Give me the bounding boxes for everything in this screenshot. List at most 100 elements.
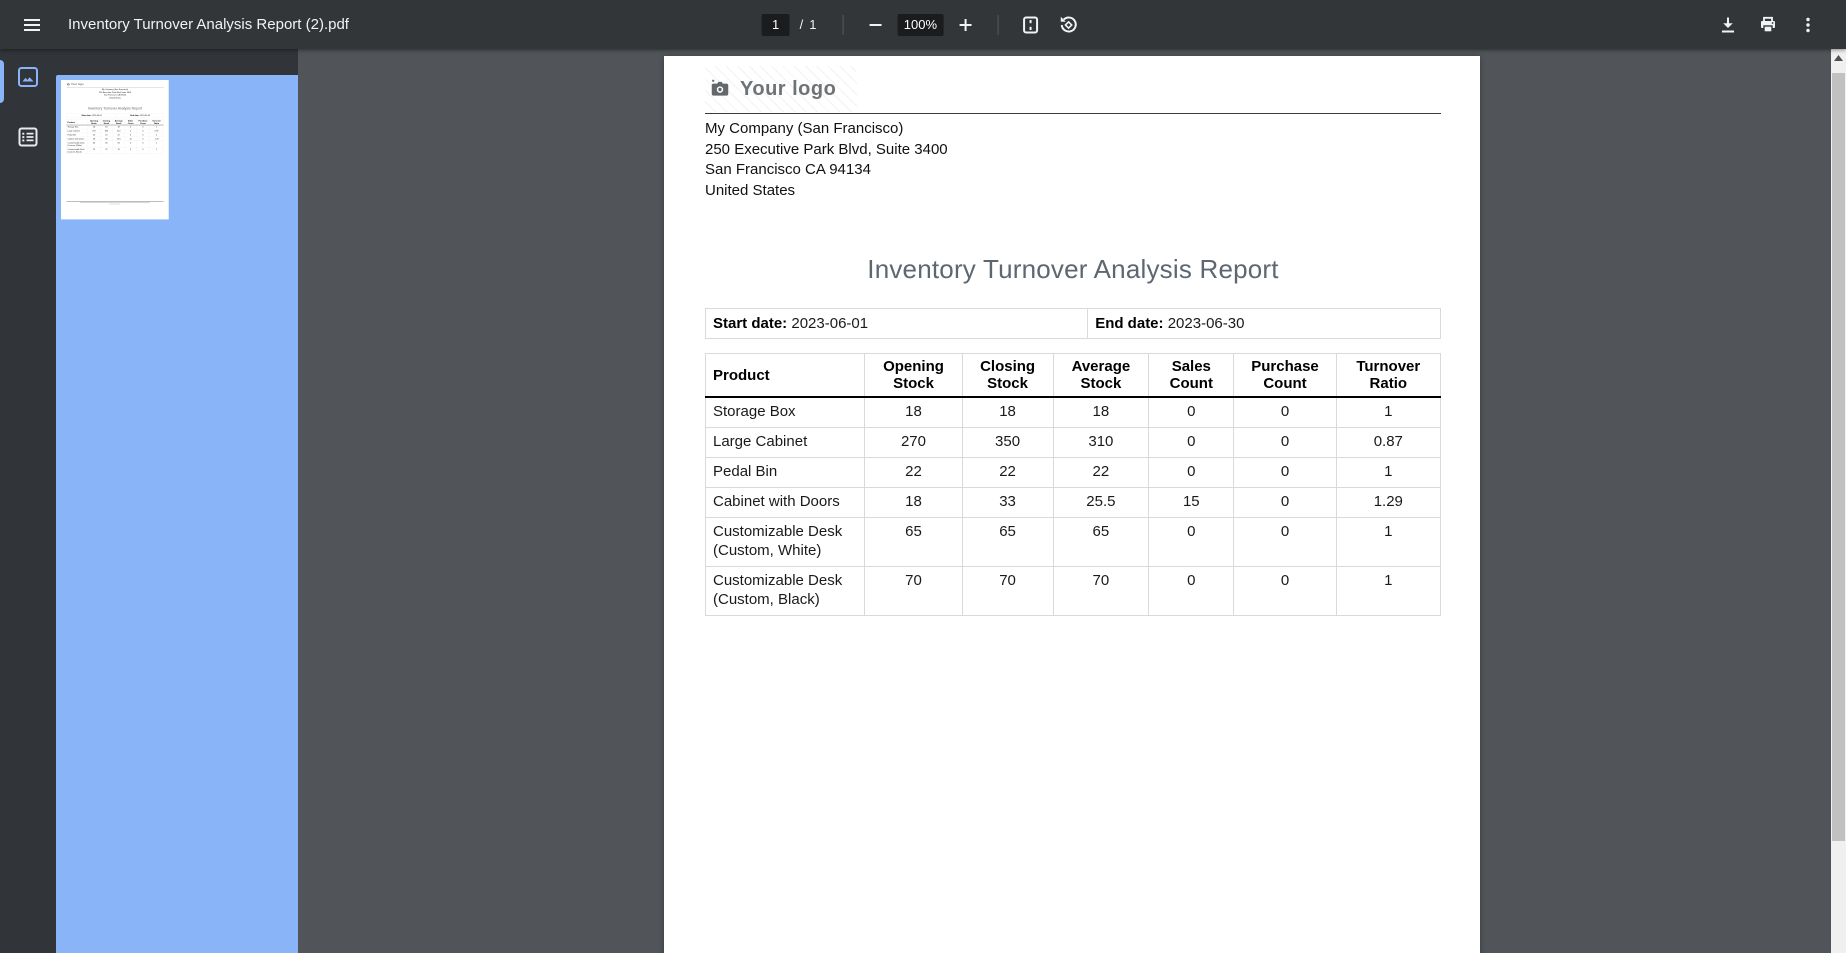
table-row: Storage Box 18 18 18 0 0 1 [66, 124, 164, 130]
cell-value: 0 [1148, 396, 1235, 428]
vertical-scrollbar[interactable] [1831, 49, 1846, 953]
cell-value: 33 [961, 487, 1054, 518]
cell-value: 22 [864, 457, 963, 488]
cell-value: 18 [864, 487, 963, 518]
date-range-table: Start date: 2023-06-01 End date: 2023-06… [704, 308, 1441, 339]
table-row: Customizable Desk (Custom, White) 65 65 … [704, 517, 1442, 567]
scrollbar-thumb[interactable] [1832, 73, 1845, 841]
pdf-page: Your logo My Company (San Francisco) 250… [664, 56, 1480, 953]
cell-value: 18 [864, 396, 963, 428]
header-opening-stock: Opening Stock [864, 353, 963, 398]
toolbar-left: Inventory Turnover Analysis Report (2).p… [0, 9, 560, 41]
cell-value: 18 [961, 396, 1054, 428]
cell-product: Cabinet with Doors [704, 487, 866, 518]
cell-value: 25.5 [1052, 487, 1150, 518]
company-name: My Company (San Francisco) [705, 120, 904, 137]
thumbnail-page-clone: Your logo My Company (San Francisco) 250… [61, 80, 169, 220]
report-title: Inventory Turnover Analysis Report [87, 106, 143, 111]
cell-product: Customizable Desk (Custom, White) [704, 517, 866, 567]
cell-value: 0.87 [1335, 427, 1442, 458]
end-date-label: End date: [130, 114, 140, 117]
cell-value: 70 [961, 566, 1054, 616]
cell-value: 0 [1233, 566, 1337, 616]
thumbnails-icon [18, 67, 38, 87]
logo-text: Your logo [71, 82, 84, 86]
cell-value: 1 [1335, 396, 1442, 428]
fit-to-page-icon [1022, 16, 1038, 33]
page-number-input[interactable] [761, 13, 790, 36]
camera-icon [711, 79, 729, 96]
scroll-up-arrow-icon [1834, 54, 1843, 61]
sidebar-rail [0, 49, 56, 953]
report-title: Inventory Turnover Analysis Report [867, 254, 1279, 284]
company-country: United States [705, 181, 796, 199]
zoom-level-display: 100% [897, 13, 944, 36]
table-row: Cabinet with Doors 18 33 25.5 15 0 1.29 [66, 136, 164, 141]
header-product: Product [66, 119, 88, 126]
scroll-up-button[interactable] [1831, 49, 1846, 66]
company-city: San Francisco CA 94134 [104, 93, 126, 97]
start-date-value: 2023-06-01 [791, 315, 869, 332]
cell-value: 270 [864, 427, 963, 458]
download-icon [1722, 17, 1734, 32]
zoom-out-icon [869, 23, 882, 26]
end-date-cell: End date: 2023-06-30 [1087, 308, 1441, 339]
rotate-counterclockwise-icon [1060, 16, 1077, 33]
cell-value: 0 [1148, 566, 1235, 616]
zoom-in-icon [959, 18, 972, 31]
zoom-in-button[interactable] [949, 9, 981, 41]
active-tab-indicator [0, 60, 4, 103]
page-total: 1 [809, 17, 817, 32]
company-street: 250 Executive Park Blvd, Suite 3400 [98, 91, 132, 94]
table-row: Pedal Bin 22 22 22 0 0 1 [704, 457, 1442, 488]
toolbar-divider [842, 14, 844, 35]
page-content: Your logo My Company (San Francisco) 250… [664, 56, 1480, 616]
cell-value: 0 [1148, 457, 1235, 488]
company-address: My Company (San Francisco) 250 Executive… [66, 88, 163, 99]
inventory-table: Product Opening Stock Closing Stock Aver… [66, 119, 164, 154]
cell-value: 1 [1335, 457, 1442, 488]
date-range-row: Start date: 2023-06-01 End date: 2023-06… [66, 113, 164, 118]
header-rule [705, 113, 1441, 114]
end-date-value: 2023-06-30 [1167, 315, 1245, 332]
print-button[interactable] [1752, 9, 1784, 41]
header-purchase-count: Purchase Count [1233, 353, 1337, 398]
viewer-area: Your logo My Company (San Francisco) 250… [298, 49, 1846, 953]
end-date-cell: End date: 2023-06-30 [116, 113, 164, 118]
more-options-button[interactable] [1792, 9, 1824, 41]
header-sales-count: Sales Count [1148, 353, 1235, 398]
document-outline-icon [18, 127, 38, 147]
cell-product: Storage Box [704, 396, 866, 428]
cell-value: 70 [87, 147, 101, 154]
company-logo-placeholder: Your logo [705, 66, 857, 112]
rotate-counterclockwise-button[interactable] [1052, 9, 1084, 41]
company-address: My Company (San Francisco) 250 Executive… [705, 119, 1441, 201]
date-range-table: Start date: 2023-06-01 End date: 2023-06… [66, 113, 164, 118]
document-outline-tab-button[interactable] [12, 121, 44, 153]
download-button[interactable] [1712, 9, 1744, 41]
cell-product: Large Cabinet [704, 427, 866, 458]
cell-value: 0 [1233, 427, 1337, 458]
cell-value: 70 [1052, 566, 1150, 616]
cell-value: 1 [1335, 566, 1442, 616]
cell-value: 65 [1052, 517, 1150, 567]
inventory-table: Product Opening Stock Closing Stock Aver… [704, 353, 1442, 616]
logo-text: Your logo [740, 77, 837, 100]
header-closing-stock: Closing Stock [100, 119, 113, 126]
cell-product: Pedal Bin [704, 457, 866, 488]
document-title: Inventory Turnover Analysis Report (2).p… [68, 16, 349, 33]
table-header-row: Product Opening Stock Closing Stock Aver… [66, 119, 164, 126]
header-sales-count: Sales Count [124, 119, 137, 126]
fit-to-page-button[interactable] [1014, 9, 1046, 41]
cell-value: 1 [149, 132, 164, 138]
print-icon [1761, 16, 1775, 33]
table-row: Customizable Desk (Custom, White) 65 65 … [66, 140, 164, 148]
zoom-out-button[interactable] [859, 9, 891, 41]
menu-button[interactable] [16, 9, 48, 41]
thumbnails-tab-button[interactable] [12, 61, 44, 93]
date-range-row: Start date: 2023-06-01 End date: 2023-06… [704, 308, 1441, 339]
cell-value: 0 [124, 147, 137, 154]
table-row: Pedal Bin 22 22 22 0 0 1 [66, 132, 164, 138]
cell-product: Customizable Desk (Custom, Black) [704, 566, 866, 616]
